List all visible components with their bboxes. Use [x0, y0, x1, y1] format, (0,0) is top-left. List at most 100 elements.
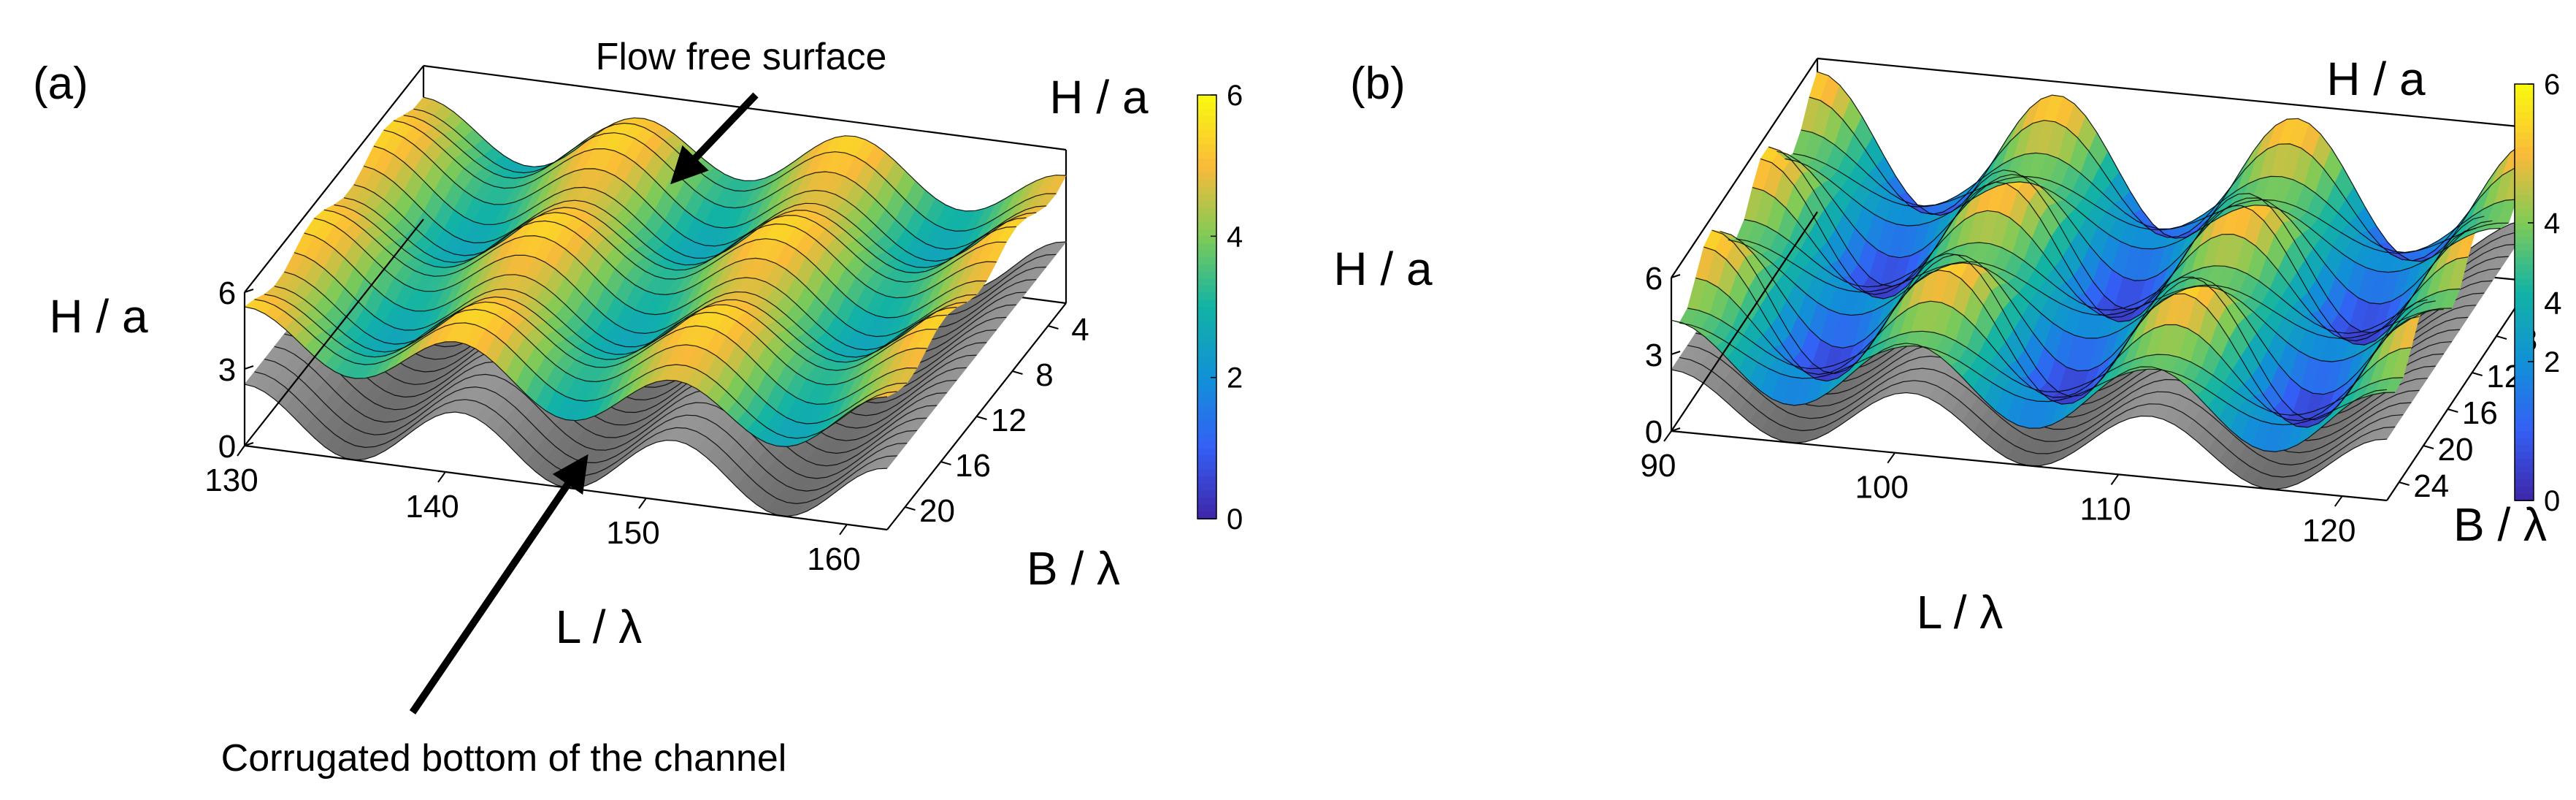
colorbar-cell: [1197, 328, 1216, 336]
mesh-line: [304, 308, 947, 441]
colorbar-cell: [1197, 159, 1216, 167]
colorbar-cell: [1197, 144, 1216, 153]
panel-b: 901001101204812162024036L / λB / λH / a(…: [1288, 0, 2576, 800]
colorbar-tick-label: 4: [2544, 207, 2560, 240]
z-tick-mark: [1671, 427, 1681, 432]
mesh-line: [274, 286, 917, 405]
y-tick-mark: [2399, 481, 2410, 486]
colorbar-cell: [2515, 188, 2534, 196]
colorbar-cell: [1197, 370, 1216, 378]
colorbar-cell: [1197, 116, 1216, 124]
mesh-line: [284, 333, 927, 467]
y-tick-label: 24: [2413, 468, 2449, 504]
axis-box-edge: [1671, 430, 2388, 502]
y-tick-label: 20: [2438, 432, 2474, 468]
colorbar-cell: [1197, 165, 1216, 174]
colorbar-cell: [2515, 202, 2534, 210]
colorbar-label: H / a: [1049, 71, 1149, 123]
y-tick-mark: [1048, 325, 1059, 329]
mesh-line: [1801, 129, 2517, 254]
mesh-line: [1671, 319, 2388, 453]
z-tick-label: 0: [218, 429, 236, 465]
colorbar-cell: [2515, 487, 2534, 495]
colorbar-cell: [2515, 126, 2534, 134]
y-tick-mark: [940, 461, 951, 465]
axis-box-edge: [1671, 58, 1818, 278]
mesh-line: [1768, 146, 2485, 333]
x-tick-mark: [437, 471, 446, 483]
colorbar-cell: [2515, 348, 2534, 356]
colorbar-cell: [2515, 410, 2534, 418]
y-tick-label: 16: [955, 448, 991, 484]
colorbar-cell: [2515, 104, 2534, 113]
z-tick-label: 6: [218, 275, 236, 311]
colorbar-cell: [2515, 146, 2534, 154]
colorbar-cell: [2515, 118, 2534, 126]
x-tick-mark: [638, 498, 647, 509]
mesh-line: [294, 321, 938, 454]
mesh-line: [1744, 218, 2461, 334]
mesh-line: [423, 96, 1067, 212]
y-tick-label: 8: [1035, 357, 1053, 393]
colorbar-cell: [1197, 356, 1216, 365]
z-tick-label: 3: [218, 352, 236, 388]
colorbar-cell: [1197, 137, 1216, 145]
colorbar-cell: [2515, 340, 2534, 348]
x-axis-label: L / λ: [1917, 586, 2004, 639]
mesh-line: [394, 120, 1037, 262]
colorbar-cell: [1197, 222, 1216, 230]
colorbar-cell: [2515, 140, 2534, 148]
z-axis-label: H / a: [49, 290, 148, 343]
colorbar-cell: [2515, 216, 2534, 224]
colorbar-cell: [1197, 123, 1216, 132]
colorbar-cell: [1197, 490, 1216, 498]
colorbar-cell: [1197, 321, 1216, 329]
colorbar-cell: [2515, 452, 2534, 460]
colorbar-cell: [2515, 223, 2534, 231]
mesh-line: [1695, 332, 2412, 454]
colorbar-cell: [1197, 377, 1216, 386]
mesh-line: [1687, 308, 2404, 416]
colorbar-cell: [2515, 209, 2534, 217]
mesh-line: [294, 252, 938, 371]
colorbar-cell: [1197, 271, 1216, 280]
mesh-line: [274, 346, 917, 479]
colorbar-cell: [1197, 264, 1216, 273]
z-tick-mark: [1671, 351, 1681, 355]
colorbar-cell: [1197, 419, 1216, 428]
mesh-line: [1728, 239, 2444, 362]
colorbar-cell: [1197, 109, 1216, 117]
mesh-line: [1793, 153, 2509, 254]
colorbar-tick-label: 2: [2544, 346, 2560, 378]
mesh-line: [1809, 96, 2526, 262]
z-tick-label: 6: [1645, 261, 1663, 297]
colorbar-cell: [2515, 195, 2534, 203]
colorbar-cell: [1197, 292, 1216, 301]
surfaces: [1671, 71, 2534, 490]
colorbar-cell: [2515, 160, 2534, 168]
mesh-line: [403, 115, 1046, 250]
mesh-line: [304, 232, 947, 363]
y-tick-mark: [905, 506, 916, 511]
colorbar-frame: [2514, 83, 2534, 501]
colorbar-cell: [2515, 167, 2534, 175]
axis-box-edge: [244, 65, 424, 293]
mesh-line: [1695, 278, 2412, 422]
colorbar-cell: [1197, 313, 1216, 322]
y-tick-label: 4: [2544, 286, 2561, 321]
axis-box-edge: [1817, 57, 2534, 129]
colorbar-cell: [1197, 455, 1216, 463]
y-tick-mark: [2472, 372, 2483, 376]
mesh-line: [1760, 158, 2477, 346]
colorbar-cell: [2515, 473, 2534, 481]
colorbar-cell: [1197, 102, 1216, 110]
colorbar-cell: [1197, 186, 1216, 195]
mesh-line: [1752, 187, 2469, 342]
y-axis-label: B / λ: [1027, 542, 1120, 595]
colorbar-cell: [1197, 448, 1216, 456]
colorbar-cell: [1197, 342, 1216, 350]
x-tick-mark: [2334, 495, 2343, 507]
